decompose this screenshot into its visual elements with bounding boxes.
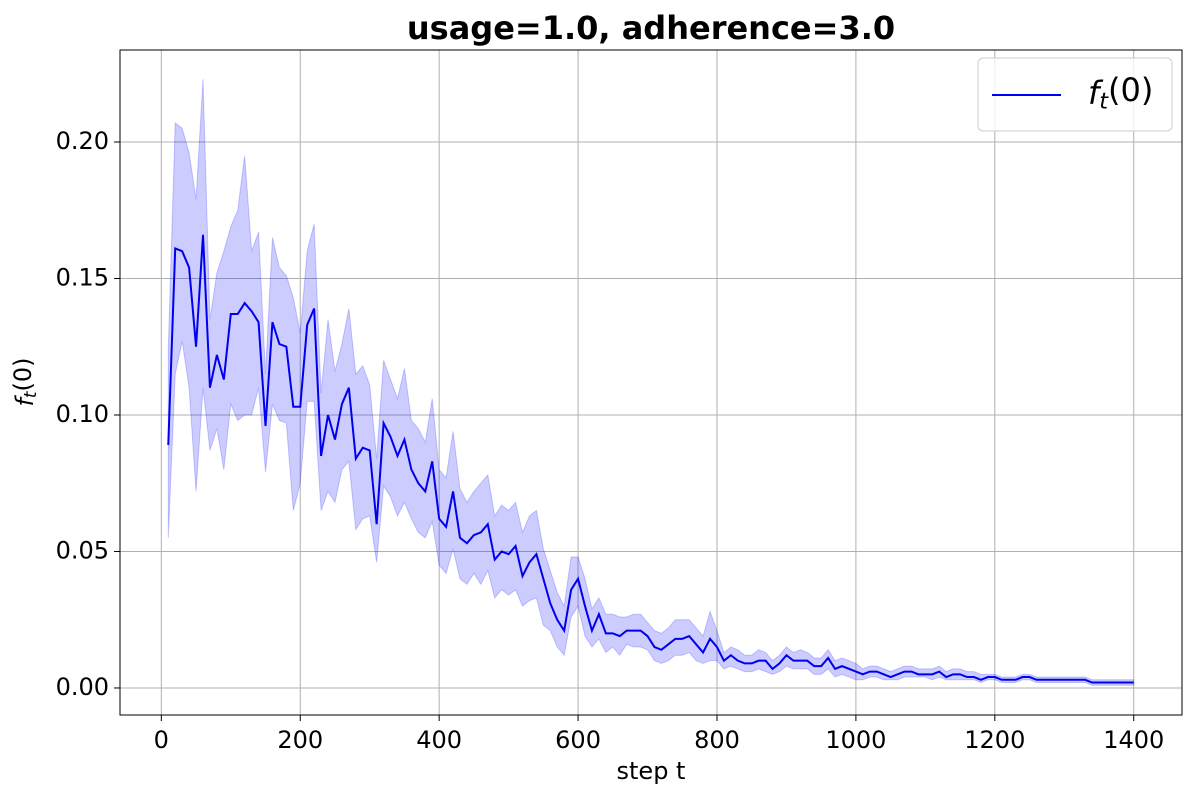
x-tick-label: 1000 bbox=[825, 726, 886, 754]
x-tick-label: 400 bbox=[416, 726, 462, 754]
x-tick-label: 0 bbox=[154, 726, 169, 754]
legend: ft(0) bbox=[977, 57, 1173, 132]
x-tick-label: 600 bbox=[555, 726, 601, 754]
y-axis-label: ft(0) bbox=[9, 357, 40, 406]
x-axis-label: step t bbox=[617, 757, 686, 785]
x-tick-label: 800 bbox=[694, 726, 740, 754]
legend-label: ft(0) bbox=[1088, 71, 1153, 114]
y-tick-label: 0.05 bbox=[56, 536, 109, 564]
x-tick-label: 1400 bbox=[1103, 726, 1164, 754]
y-tick-label: 0.15 bbox=[56, 263, 109, 291]
plot-frame bbox=[119, 49, 1183, 716]
y-tick-label: 0.00 bbox=[56, 673, 109, 701]
confidence-band bbox=[167, 79, 1135, 686]
y-tick-label: 0.10 bbox=[56, 400, 109, 428]
chart-title: usage=1.0, adherence=3.0 bbox=[407, 9, 895, 47]
line bbox=[167, 234, 1134, 684]
x-tick-label: 200 bbox=[277, 726, 323, 754]
x-tick-label: 1200 bbox=[964, 726, 1025, 754]
y-tick-label: 0.20 bbox=[56, 127, 109, 155]
legend-box bbox=[977, 57, 1173, 132]
